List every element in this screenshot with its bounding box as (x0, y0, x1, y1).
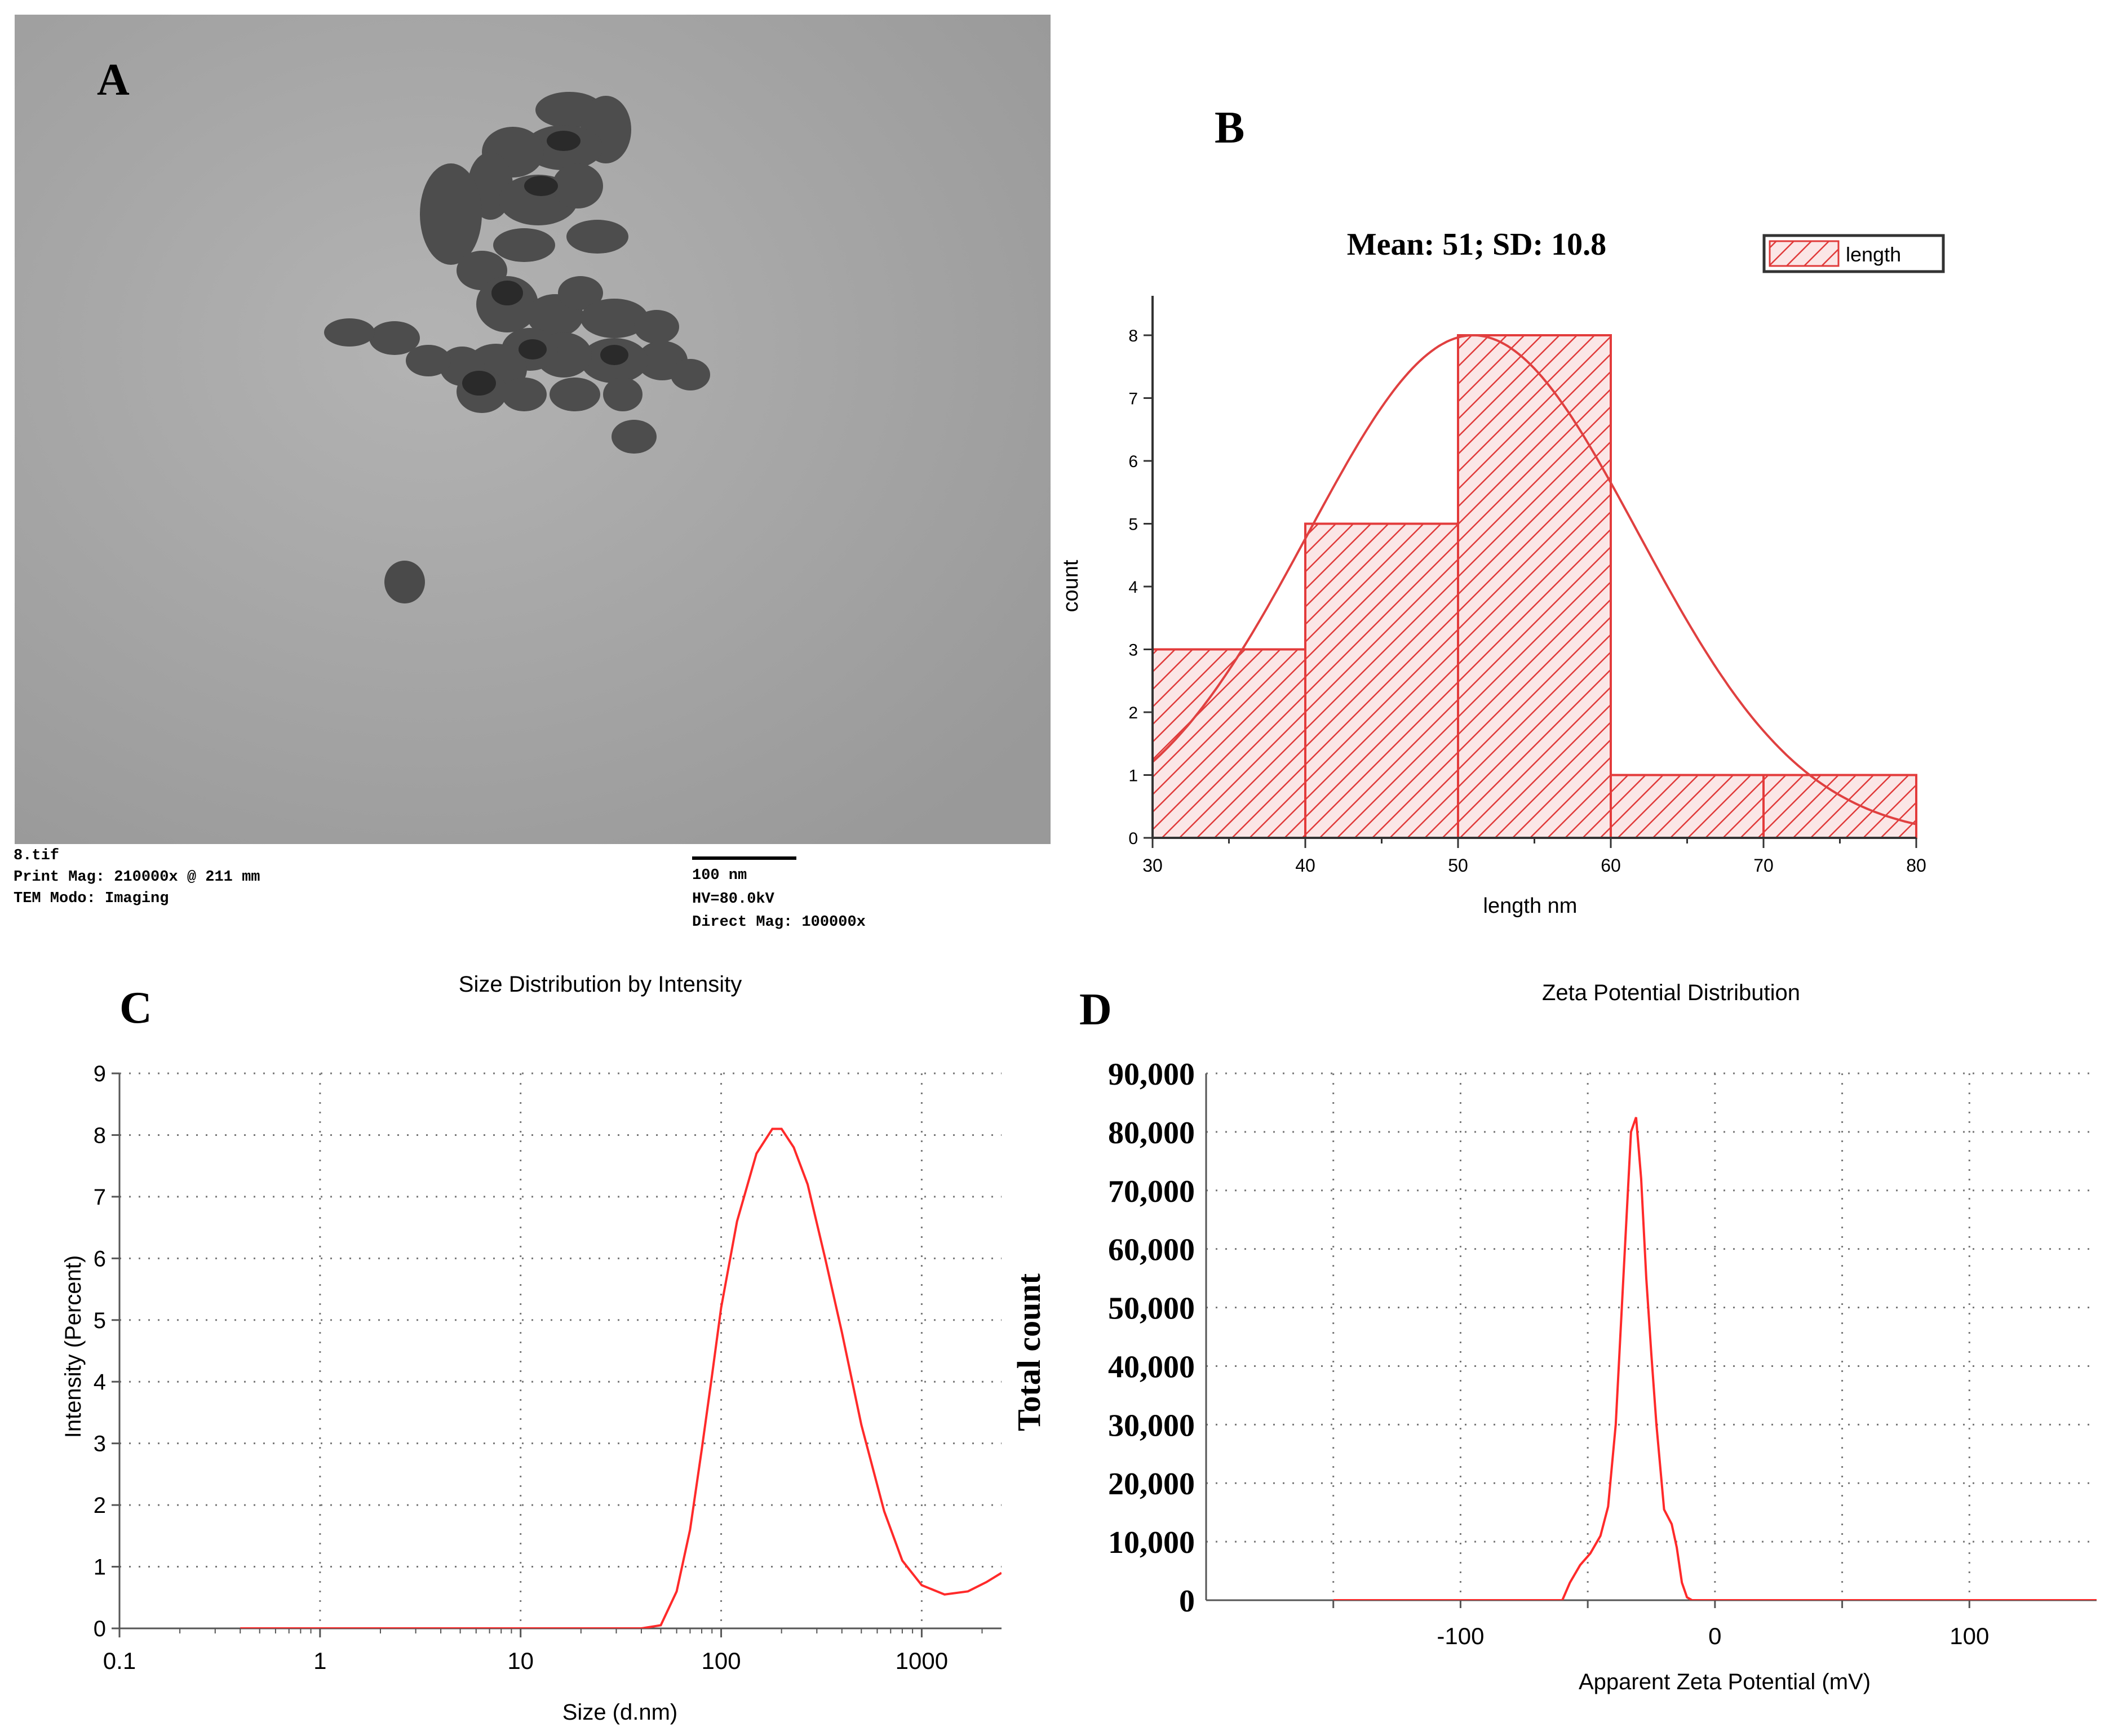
y-tick-label: 3 (1128, 641, 1138, 660)
chart-d-grid (1206, 1072, 2097, 1600)
chart-c-title: Size Distribution by Intensity (459, 972, 742, 997)
normal-fit-curve (1151, 334, 1917, 825)
y-tick-label: 0 (1179, 1584, 1195, 1619)
y-tick-label: 2 (94, 1493, 106, 1518)
y-tick-label: 70,000 (1108, 1174, 1195, 1209)
panel-a: A 8.tif Print Mag: 210000x @ 211 mm TEM … (14, 15, 1051, 931)
panel-b: B Mean: 51; SD: 10.8 length 30 40 50 60 70 80… (1059, 103, 1945, 918)
chart-c-ylabel: Intensity (Percent) (61, 1255, 86, 1438)
x-tick-label: -100 (1437, 1623, 1484, 1649)
x-tick-label: 60 (1601, 855, 1621, 876)
legend-swatch (1769, 240, 1840, 267)
y-tick-label: 40,000 (1108, 1349, 1195, 1384)
y-tick-label: 60,000 (1108, 1233, 1195, 1268)
chart-b-legend: length (1762, 234, 1945, 273)
x-tick-label: 0.1 (103, 1648, 136, 1674)
y-tick-label: 6 (94, 1246, 106, 1271)
chart-d-ylabel: Total count (1011, 1273, 1047, 1431)
panel-c-letter: C (119, 983, 152, 1033)
y-tick-label: 5 (94, 1308, 106, 1333)
x-tick-label: 100 (702, 1648, 741, 1674)
y-tick-label: 50,000 (1108, 1291, 1195, 1326)
x-tick-label: 10 (507, 1648, 534, 1674)
panel-a-letter: A (97, 55, 130, 105)
y-tick-label: 7 (94, 1185, 106, 1210)
particle-cluster (324, 92, 710, 454)
y-tick-label: 1 (1128, 767, 1138, 785)
y-tick-label: 7 (1128, 390, 1138, 409)
histogram-bar (1762, 774, 1917, 839)
chart-c-axes: 0 1 2 3 4 5 6 7 8 9 0.1 1 10 100 1000 (94, 1062, 1002, 1674)
x-tick-label: 30 (1142, 855, 1163, 876)
x-tick-label: 100 (1950, 1623, 1989, 1649)
legend-label: length (1846, 243, 1901, 266)
histogram-bar (1304, 522, 1459, 839)
panel-d-letter: D (1079, 985, 1112, 1035)
size-distribution-curve (240, 1127, 1002, 1628)
y-tick-label: 8 (94, 1123, 106, 1148)
x-tick-label: 70 (1753, 855, 1774, 876)
y-tick-label: 20,000 (1108, 1467, 1195, 1502)
y-tick-label: 90,000 (1108, 1057, 1195, 1092)
tem-meta-direct-mag: Direct Mag: 100000x (692, 914, 866, 931)
panel-b-letter: B (1215, 103, 1244, 153)
panel-c: C Size Distribution by Intensity 0 1 2 3 4 5 6… (61, 972, 1002, 1725)
y-tick-label: 8 (1128, 327, 1138, 345)
y-tick-label: 3 (94, 1432, 106, 1457)
y-tick-label: 1 (94, 1555, 106, 1580)
y-tick-label: 5 (1128, 516, 1138, 534)
x-tick-label: 1000 (896, 1648, 948, 1674)
y-tick-label: 4 (94, 1370, 106, 1395)
chart-c-xlabel: Size (d.nm) (562, 1700, 678, 1725)
chart-d-title: Zeta Potential Distribution (1542, 980, 1800, 1005)
zeta-potential-curve (1333, 1117, 2097, 1600)
chart-c-grid (119, 1072, 1002, 1628)
x-tick-label: 0 (1708, 1623, 1721, 1649)
y-tick-label: 6 (1128, 452, 1138, 471)
chart-b-title: Mean: 51; SD: 10.8 (1347, 227, 1606, 262)
x-tick-label: 50 (1448, 855, 1468, 876)
y-tick-label: 2 (1128, 704, 1138, 722)
tem-meta-line-2: Print Mag: 210000x @ 211 mm (14, 869, 260, 886)
y-tick-label: 4 (1128, 578, 1138, 597)
y-tick-label: 80,000 (1108, 1116, 1195, 1151)
tem-meta-line-3: TEM Modo: Imaging (14, 890, 169, 907)
histogram-bars (1151, 334, 1917, 839)
particle-cores (462, 131, 628, 396)
chart-d-xlabel: Apparent Zeta Potential (mV) (1579, 1670, 1871, 1694)
y-tick-label: 9 (94, 1062, 106, 1086)
y-tick-label: 0 (1128, 829, 1138, 848)
tem-meta-line-1: 8.tif (14, 847, 59, 864)
panel-d: D Zeta Potential Distribution 0 10,000 20,… (1011, 980, 2097, 1694)
isolated-particle (384, 561, 425, 603)
histogram-bar (1610, 774, 1765, 839)
y-tick-label: 0 (94, 1617, 106, 1641)
chart-d-axes: 0 10,000 20,000 30,000 40,000 50,000 60,000 70,… (1108, 1057, 2097, 1649)
histogram-bar (1151, 648, 1306, 839)
y-tick-label: 10,000 (1108, 1525, 1195, 1560)
chart-b-axes: 30 40 50 60 70 80 0 1 2 3 4 5 6 7 8 (1128, 296, 1926, 876)
x-tick-label: 80 (1906, 855, 1926, 876)
y-tick-label: 30,000 (1108, 1408, 1195, 1443)
x-tick-label: 1 (313, 1648, 326, 1674)
chart-b-ylabel: count (1059, 560, 1083, 612)
histogram-bar (1457, 334, 1612, 839)
tem-meta-hv: HV=80.0kV (692, 891, 775, 908)
scale-bar-label: 100 nm (692, 867, 747, 884)
chart-b-xlabel: length nm (1483, 894, 1578, 918)
x-tick-label: 40 (1295, 855, 1315, 876)
